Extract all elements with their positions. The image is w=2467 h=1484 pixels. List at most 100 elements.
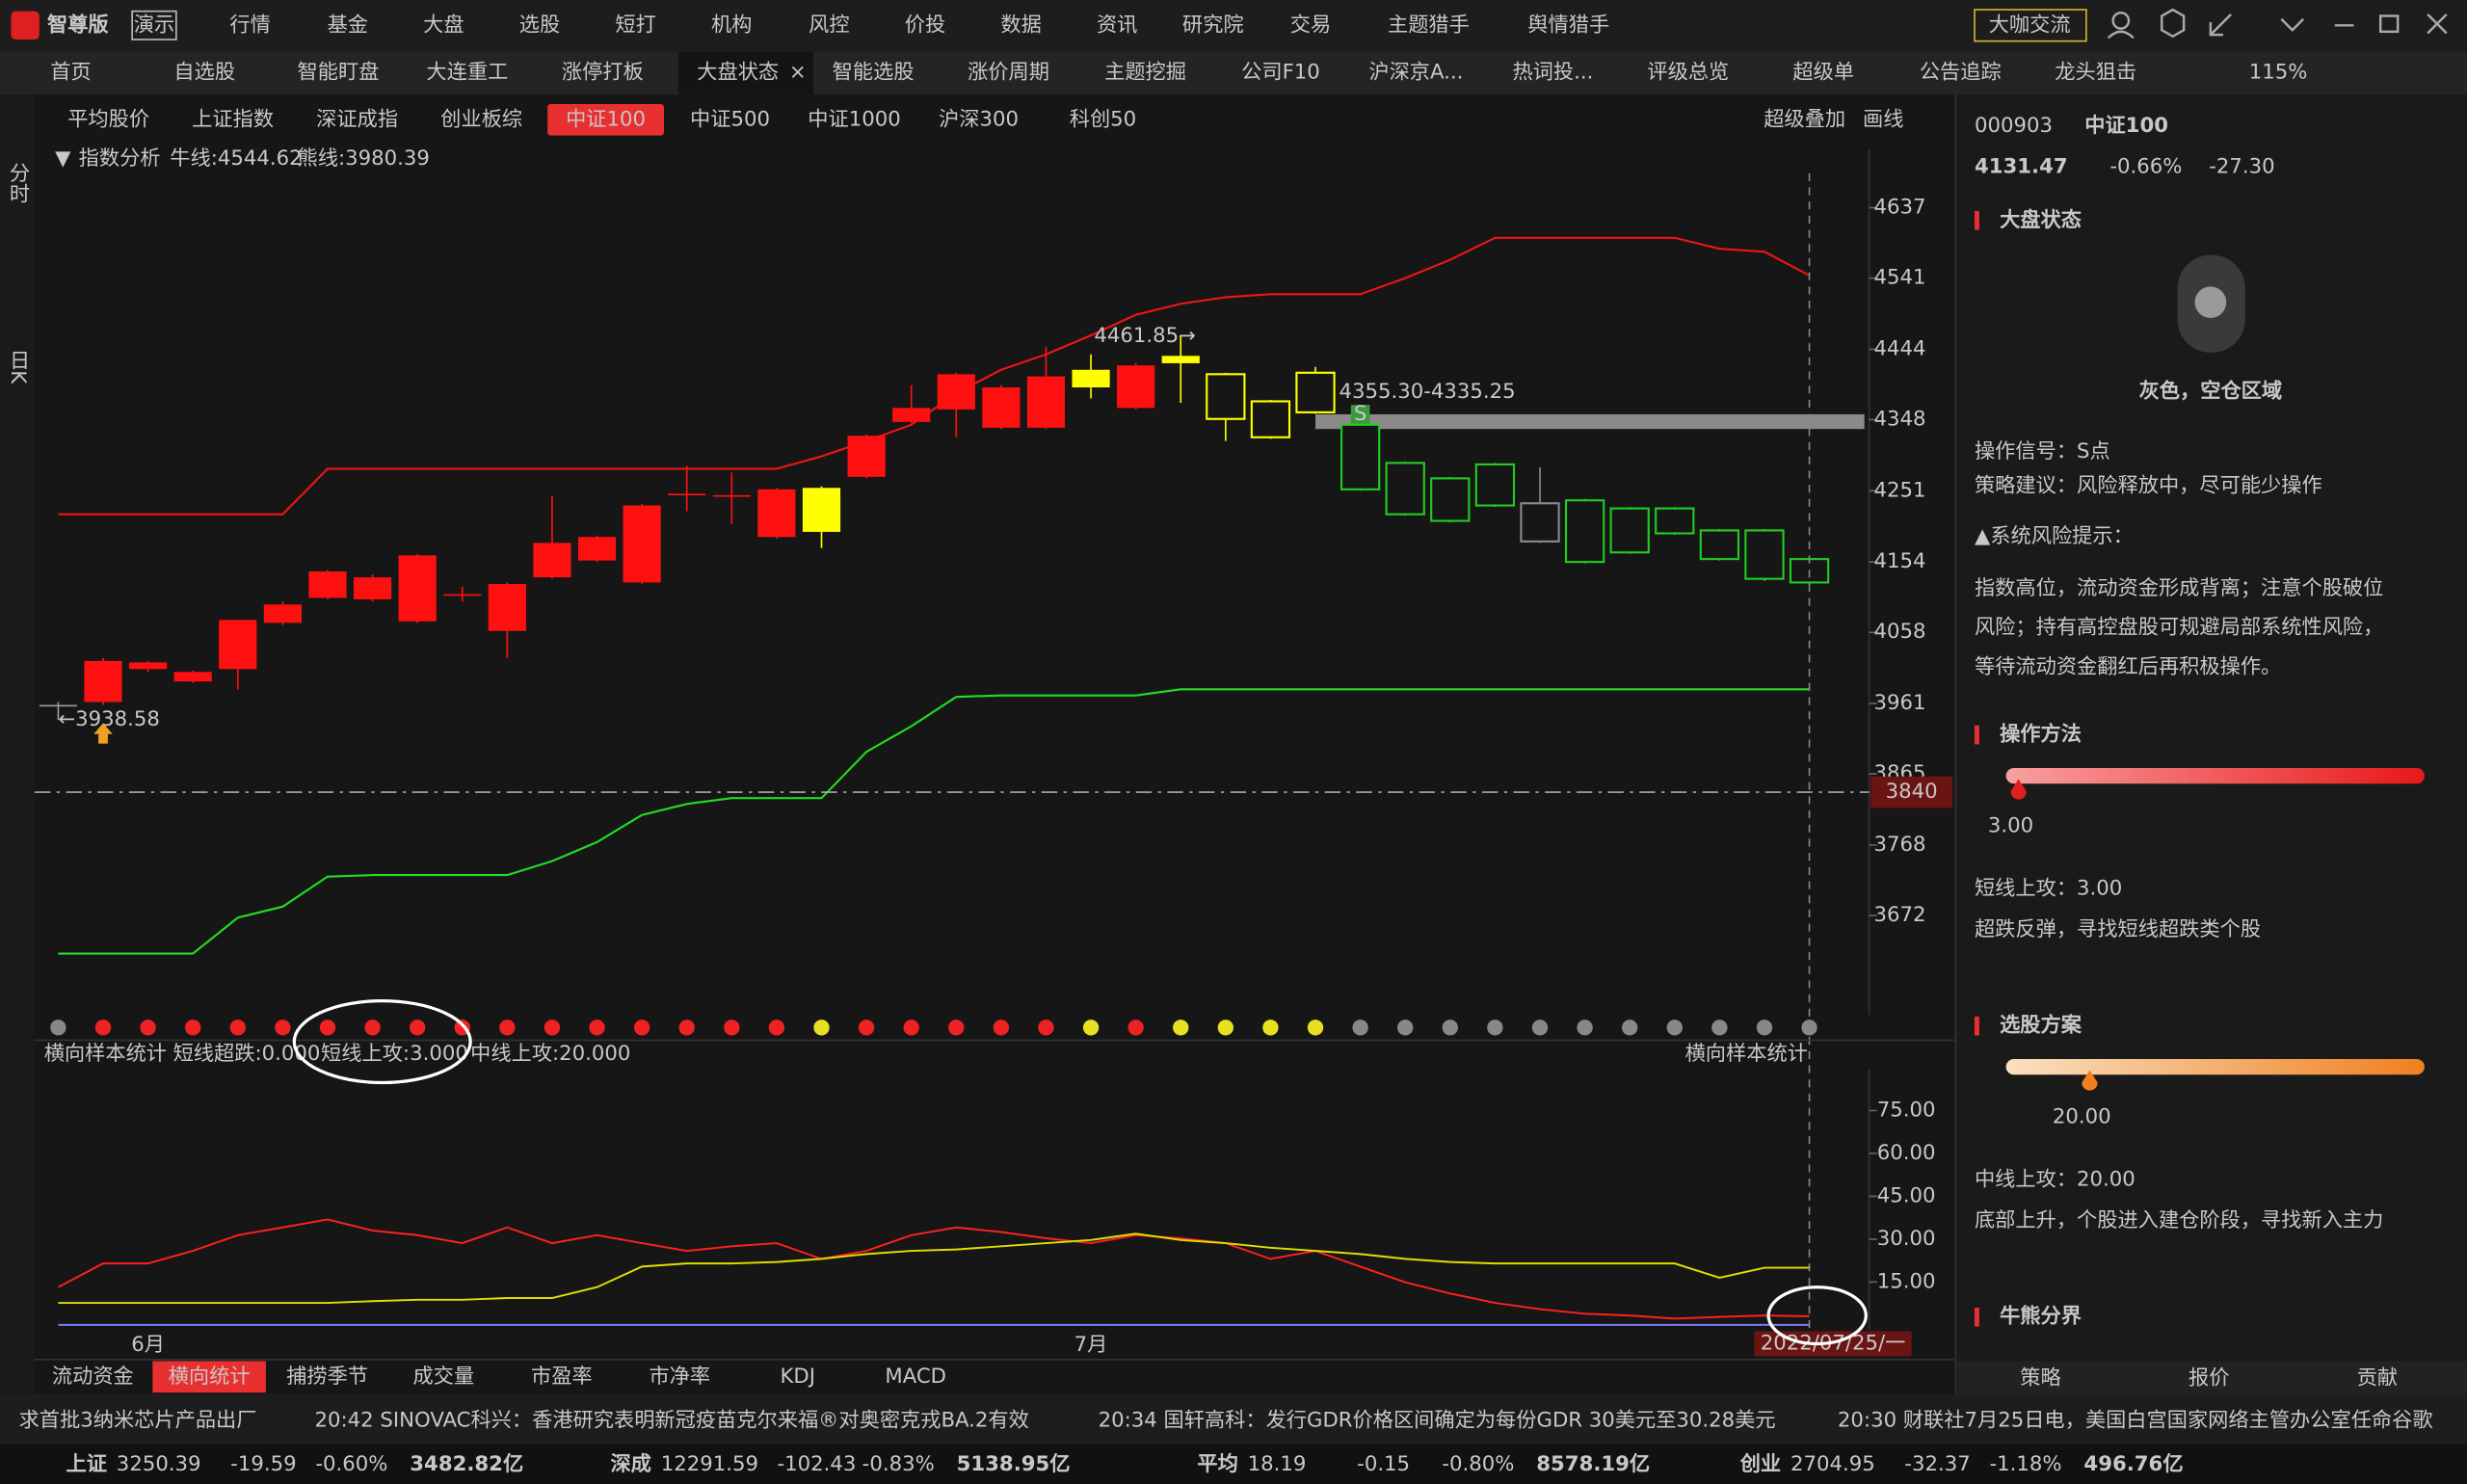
restore-icon[interactable] <box>2378 14 2400 34</box>
tab[interactable]: 公告追踪 <box>1920 60 2002 84</box>
signal-dot <box>1352 1020 1368 1036</box>
candle-body <box>533 543 571 578</box>
side-tab[interactable]: 分时 <box>6 162 30 203</box>
tab[interactable]: 公司F10 <box>1241 60 1320 84</box>
bottom-tab[interactable]: 成交量 <box>413 1365 475 1389</box>
side-tab[interactable]: 日K <box>6 350 30 384</box>
risk-line: 风险；持有高控盘股可规避局部系统性风险， <box>1975 616 2383 640</box>
menu-item[interactable]: 资讯 <box>1097 13 1137 37</box>
menu-item[interactable]: 舆情猎手 <box>1527 13 1609 37</box>
candle-body <box>623 505 661 583</box>
menu-item[interactable]: 价投 <box>905 13 945 37</box>
legend-caret: ▼ <box>55 146 71 171</box>
news-item[interactable]: 20:42 SINOVAC科兴：香港研究表明新冠疫苗克尔来福®对奥密克戎BA.2… <box>315 1408 1029 1432</box>
user-icon[interactable] <box>2111 12 2131 30</box>
tab[interactable]: 沪深京A... <box>1368 60 1463 84</box>
menu-item[interactable]: 基金 <box>328 13 368 37</box>
tool-button[interactable]: 画线 <box>1863 107 1903 131</box>
menu-item[interactable]: 大盘 <box>423 13 464 37</box>
signal-dot <box>1217 1020 1234 1036</box>
tab[interactable]: 智能盯盘 <box>298 60 380 84</box>
signal-tag <box>1350 405 1370 424</box>
resistance-band <box>1315 413 1865 430</box>
index-tab[interactable]: 平均股价 <box>67 107 149 131</box>
tab[interactable]: 大连重工 <box>426 60 508 84</box>
y-tick-label: 15.00 <box>1877 1269 1936 1293</box>
settings-icon[interactable] <box>2161 8 2186 39</box>
active-index-bg <box>547 103 664 136</box>
candle-body <box>1655 507 1695 535</box>
menu-item[interactable]: 选股 <box>519 13 560 37</box>
tab[interactable]: 龙头狙击 <box>2055 60 2136 84</box>
signal-dot <box>409 1020 426 1036</box>
tab[interactable]: 大盘状态 <box>697 60 779 84</box>
status-bar <box>0 1444 2467 1484</box>
tab[interactable]: 热词投... <box>1512 60 1593 84</box>
menu-item[interactable]: 研究院 <box>1182 13 1244 37</box>
slider-marker[interactable] <box>2082 1070 2098 1091</box>
menu-item[interactable]: 主题猎手 <box>1388 13 1470 37</box>
index-tab[interactable]: 科创50 <box>1070 107 1136 131</box>
tab[interactable]: 自选股 <box>173 60 235 84</box>
tab[interactable]: 超级单 <box>1792 60 1854 84</box>
candle-body <box>937 374 975 410</box>
tab[interactable]: 首页 <box>50 60 91 84</box>
signal-dot <box>1127 1020 1144 1036</box>
active-tab-bg <box>677 52 814 95</box>
menu-item[interactable]: 短打 <box>615 13 655 37</box>
candle-body <box>1699 529 1740 561</box>
slider-marker[interactable] <box>2010 779 2027 800</box>
candle-body <box>1609 507 1650 554</box>
candle-body <box>577 537 617 561</box>
bottom-tab[interactable]: KDJ <box>780 1365 815 1389</box>
tab[interactable]: 智能选股 <box>833 60 915 84</box>
news-item[interactable]: 20:30 财联社7月25日电，美国白宫国家网络主管办公室任命谷歌 <box>1838 1408 2433 1432</box>
index-tab[interactable]: 中证500 <box>690 107 770 131</box>
menu-item[interactable]: 风控 <box>809 13 849 37</box>
user-icon[interactable] <box>2107 30 2135 40</box>
tab[interactable]: 评级总览 <box>1647 60 1729 84</box>
shrink-icon[interactable] <box>2209 13 2232 37</box>
panel-tab[interactable]: 贡献 <box>2357 1365 2398 1390</box>
close-icon[interactable] <box>2427 13 2448 35</box>
index-price: 2704.95 <box>1791 1452 1875 1476</box>
news-item[interactable]: 求首批3纳米芯片产品出厂 <box>19 1408 257 1432</box>
dropdown-icon[interactable] <box>2280 17 2305 32</box>
panel-tab[interactable]: 报价 <box>2188 1365 2229 1390</box>
tab-close[interactable]: × <box>789 60 807 84</box>
panel-tab[interactable]: 策略 <box>2020 1365 2060 1390</box>
candle-body <box>1474 463 1516 507</box>
index-pct: -0.83% <box>862 1452 935 1476</box>
menu-item[interactable]: 行情 <box>229 13 270 37</box>
y-tick-label: 3961 <box>1873 691 1925 715</box>
news-item[interactable]: 20:34 国轩高科：发行GDR价格区间确定为每份GDR 30美元至30.28美… <box>1099 1408 1776 1432</box>
bottom-tab[interactable]: 横向统计 <box>169 1365 251 1389</box>
candle-body <box>1385 462 1425 516</box>
tab[interactable]: 主题挖掘 <box>1104 60 1186 84</box>
bottom-tab[interactable]: 市净率 <box>649 1365 710 1389</box>
legend-entry: 牛线:4544.62 <box>170 146 302 171</box>
tab[interactable]: 涨停打板 <box>562 60 644 84</box>
index-tab[interactable]: 深证成指 <box>316 107 398 131</box>
candle-body <box>802 488 841 532</box>
menu-item[interactable]: 数据 <box>1000 13 1041 37</box>
candle-body <box>1295 371 1336 413</box>
index-tab[interactable]: 中证100 <box>566 107 646 131</box>
tool-button[interactable]: 超级叠加 <box>1764 107 1845 131</box>
index-tab[interactable]: 创业板综 <box>440 107 522 131</box>
index-tab[interactable]: 上证指数 <box>192 107 274 131</box>
index-name: 上证 <box>66 1452 107 1476</box>
slider-desc: 超跌反弹，寻找短线超跌类个股 <box>1975 917 2261 941</box>
index-tab[interactable]: 沪深300 <box>939 107 1019 131</box>
candle-body <box>39 704 77 707</box>
bottom-tab[interactable]: 流动资金 <box>52 1365 134 1389</box>
menu-item[interactable]: 机构 <box>711 13 752 37</box>
bottom-tab[interactable]: MACD <box>885 1365 946 1389</box>
menu-item[interactable]: 交易 <box>1290 13 1331 37</box>
bottom-tab[interactable]: 捕捞季节 <box>286 1365 368 1389</box>
index-tab[interactable]: 中证1000 <box>808 107 900 131</box>
exchange-button[interactable]: 大咖交流 <box>1989 13 2071 37</box>
tab[interactable]: 涨价周期 <box>968 60 1049 84</box>
candle-body <box>1340 423 1381 490</box>
bottom-tab[interactable]: 市盈率 <box>531 1365 593 1389</box>
